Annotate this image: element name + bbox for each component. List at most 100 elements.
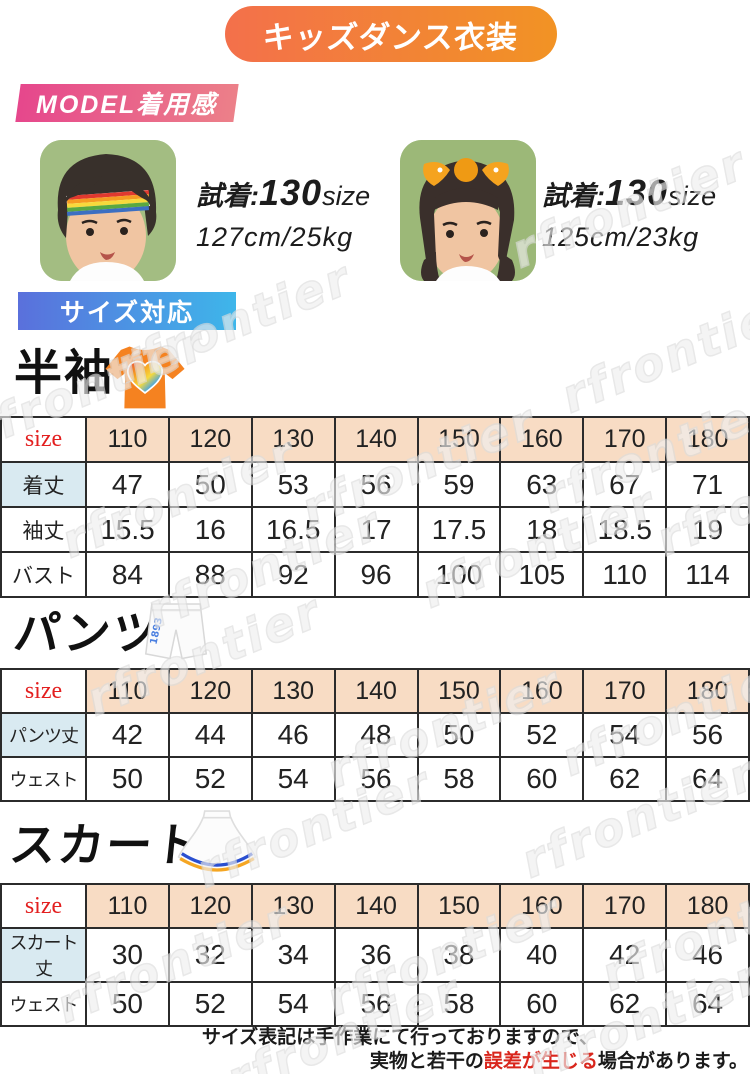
girl-body-spec: 125cm/23kg (542, 222, 700, 252)
boy-fit-size-line: 試着:130size (196, 172, 371, 213)
measurement-row: 袖丈 15.5 16 16.5 17 17.5 18 18.5 19 (0, 506, 750, 553)
size-column-header: 130 (250, 668, 336, 714)
measurement-value: 59 (416, 461, 502, 508)
measurement-value: 38 (416, 927, 502, 983)
measurement-value: 114 (665, 551, 750, 598)
size-column-header: 140 (333, 668, 419, 714)
measurement-label: スカート丈 (0, 927, 87, 983)
size-column-header: 160 (499, 668, 585, 714)
skirt-size-table: size 110 120 130 140 150 160 170 180 スカート丈 30 32 34 3… (0, 883, 750, 1027)
measurement-row: パンツ丈 42 44 46 48 50 52 54 56 (0, 712, 750, 758)
size-corner-cell: size (0, 883, 87, 929)
measurement-value: 60 (499, 981, 585, 1027)
size-column-header: 180 (665, 416, 750, 463)
skirt-icon (177, 810, 257, 872)
size-column-header: 120 (167, 668, 253, 714)
tshirt-size-table: size 110 120 130 140 150 160 170 180 着丈 47 50 53 56 59… (0, 416, 750, 598)
size-column-header: 170 (582, 883, 668, 929)
measurement-value: 105 (499, 551, 585, 598)
measurement-row: 着丈 47 50 53 56 59 63 67 71 (0, 461, 750, 508)
model-section-label-text: MODEL着用感 (36, 91, 218, 119)
size-column-header: 140 (333, 416, 419, 463)
footer-note-line2: 実物と若干の誤差が生じる場合があります。 (369, 1051, 748, 1072)
measurement-value: 50 (416, 712, 502, 758)
measurement-value: 62 (582, 981, 668, 1027)
measurement-value: 42 (582, 927, 668, 983)
measurement-label: ウェスト (0, 756, 87, 802)
measurement-value: 19 (665, 506, 750, 553)
measurement-value: 46 (250, 712, 336, 758)
size-column-header: 150 (416, 668, 502, 714)
girl-fit-caption: 試着:130size 125cm/23kg (542, 172, 716, 253)
measurement-value: 32 (167, 927, 253, 983)
section-heading-tshirt: 半袖 (14, 347, 115, 400)
measurement-value: 46 (665, 927, 750, 983)
measurement-row: ウェスト 50 52 54 56 58 60 62 64 (0, 981, 750, 1027)
boy-body-spec: 127cm/25kg (196, 222, 354, 252)
measurement-value: 110 (582, 551, 668, 598)
size-column-header: 170 (582, 668, 668, 714)
girl-fit-size-line: 試着:130size (542, 172, 717, 213)
size-section-label-text: サイズ対応 (59, 299, 195, 327)
measurement-value: 96 (333, 551, 419, 598)
measurement-value: 17 (333, 506, 419, 553)
size-corner-cell: size (0, 668, 87, 714)
tshirt-icon (105, 346, 185, 409)
measurement-value: 47 (85, 461, 170, 508)
size-column-header: 160 (499, 416, 585, 463)
measurement-value: 60 (499, 756, 585, 802)
measurement-value: 54 (250, 756, 336, 802)
measurement-value: 17.5 (416, 506, 502, 553)
measurement-label: 袖丈 (0, 506, 87, 553)
measurement-value: 16.5 (250, 506, 336, 553)
pants-icon: 1893 (144, 603, 208, 660)
size-corner-cell: size (0, 416, 87, 463)
size-column-header: 180 (665, 668, 750, 714)
boy-fit-caption: 試着:130size 127cm/25kg (196, 172, 370, 253)
measurement-value: 54 (250, 981, 336, 1027)
measurement-value: 42 (85, 712, 170, 758)
size-header-row: size 110 120 130 140 150 160 170 180 (0, 668, 750, 714)
size-column-header: 150 (416, 416, 502, 463)
measurement-value: 67 (582, 461, 668, 508)
measurement-value: 56 (665, 712, 750, 758)
measurement-value: 56 (333, 461, 419, 508)
size-column-header: 110 (85, 416, 170, 463)
size-column-header: 110 (85, 668, 170, 714)
model-section-label: MODEL着用感 (15, 84, 239, 122)
size-column-header: 160 (499, 883, 585, 929)
size-column-header: 130 (250, 416, 336, 463)
measurement-row: スカート丈 30 32 34 36 38 40 42 46 (0, 927, 750, 983)
measurement-value: 92 (250, 551, 336, 598)
size-column-header: 130 (250, 883, 336, 929)
size-column-header: 140 (333, 883, 419, 929)
measurement-value: 64 (665, 756, 750, 802)
pants-size-table: size 110 120 130 140 150 160 170 180 パンツ丈 42 44 46 48… (0, 668, 750, 802)
measurement-value: 64 (665, 981, 750, 1027)
measurement-label: パンツ丈 (0, 712, 87, 758)
measurement-value: 16 (167, 506, 253, 553)
measurement-value: 48 (333, 712, 419, 758)
size-column-header: 120 (167, 416, 253, 463)
measurement-value: 50 (85, 756, 170, 802)
measurement-value: 71 (665, 461, 750, 508)
measurement-value: 30 (85, 927, 170, 983)
measurement-value: 62 (582, 756, 668, 802)
size-column-header: 150 (416, 883, 502, 929)
measurement-value: 54 (582, 712, 668, 758)
size-column-header: 120 (167, 883, 253, 929)
footer-note-emphasis: 誤差が生じる (483, 1051, 598, 1072)
measurement-value: 44 (167, 712, 253, 758)
watermark-text: rfrontier (553, 280, 750, 425)
measurement-value: 88 (167, 551, 253, 598)
boy-model-photo (40, 140, 176, 281)
page-title: キッズダンス衣装 (261, 19, 520, 55)
girl-model-photo (400, 140, 536, 281)
girl-model-illustration (400, 140, 536, 281)
size-column-header: 110 (85, 883, 170, 929)
measurement-row: バスト 84 88 92 96 100 105 110 114 (0, 551, 750, 598)
size-column-header: 180 (665, 883, 750, 929)
measurement-value: 58 (416, 756, 502, 802)
measurement-value: 56 (333, 756, 419, 802)
measurement-value: 100 (416, 551, 502, 598)
